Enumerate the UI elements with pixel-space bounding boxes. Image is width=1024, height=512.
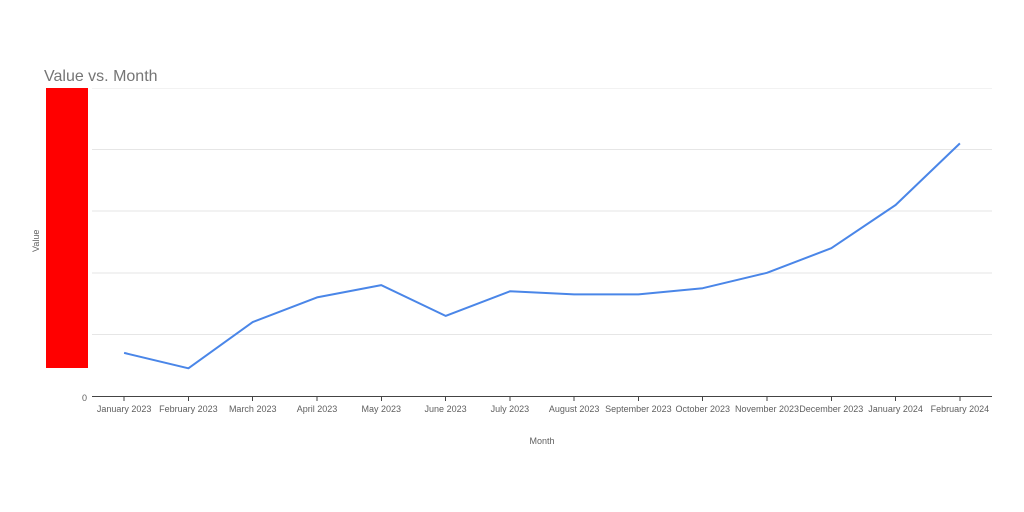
x-tick-label: May 2023 — [362, 404, 402, 414]
x-tick-label: February 2024 — [931, 404, 990, 414]
chart-container: Value vs. Month Value Month 0 January 20… — [0, 0, 1024, 512]
red-overlay-block — [46, 88, 88, 368]
x-tick-label: January 2024 — [868, 404, 923, 414]
x-tick-label: February 2023 — [159, 404, 218, 414]
x-tick-label: March 2023 — [229, 404, 277, 414]
x-tick-label: January 2023 — [97, 404, 152, 414]
x-tick-label: December 2023 — [799, 404, 863, 414]
x-tick-label: June 2023 — [425, 404, 467, 414]
x-tick-label: July 2023 — [491, 404, 530, 414]
y-axis-zero-label: 0 — [82, 393, 87, 403]
y-axis-label: Value — [31, 230, 41, 252]
chart-title: Value vs. Month — [44, 68, 158, 86]
x-tick-label: August 2023 — [549, 404, 600, 414]
x-tick-label: September 2023 — [605, 404, 672, 414]
x-tick-label: November 2023 — [735, 404, 799, 414]
chart-plot-area: January 2023 February 2023 March 2023 April… — [92, 88, 992, 440]
x-tick-label: October 2023 — [675, 404, 730, 414]
x-tick-label: April 2023 — [297, 404, 338, 414]
